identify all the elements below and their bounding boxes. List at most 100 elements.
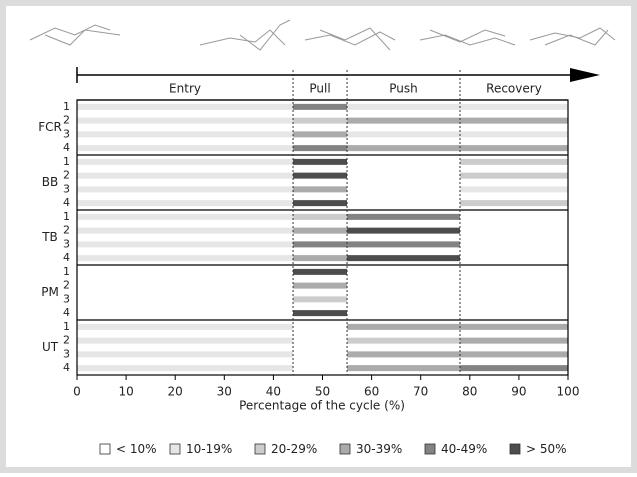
- activation-band: [347, 131, 460, 138]
- row-label: 4: [63, 196, 70, 209]
- activation-band: [77, 200, 294, 207]
- x-tick-label: 0: [73, 385, 81, 399]
- activation-band: [77, 172, 294, 179]
- x-tick-label: 20: [168, 385, 183, 399]
- x-tick-label: 70: [413, 385, 428, 399]
- row-label: 1: [63, 100, 70, 113]
- legend-label: 30-39%: [356, 442, 402, 456]
- figure: [304, 31, 396, 46]
- row-label: 1: [63, 155, 70, 168]
- activation-band: [347, 145, 460, 152]
- legend-label: < 10%: [116, 442, 157, 456]
- activation-band: [77, 296, 294, 303]
- activation-band: [459, 268, 568, 275]
- legend-swatch: [169, 443, 181, 455]
- x-axis-label: Percentage of the cycle (%): [239, 399, 405, 413]
- row-label: 1: [63, 320, 70, 333]
- activation-band: [347, 172, 460, 179]
- activation-band: [347, 117, 460, 124]
- activation-band: [77, 351, 294, 358]
- activation-band: [77, 213, 294, 220]
- activation-band: [293, 255, 348, 262]
- figure: [44, 29, 121, 46]
- activation-band: [347, 227, 460, 234]
- activation-band: [347, 351, 460, 358]
- x-tick-label: 40: [266, 385, 281, 399]
- activation-band: [293, 227, 348, 234]
- figure: [29, 24, 111, 41]
- activation-band: [347, 268, 460, 275]
- activation-band: [77, 145, 294, 152]
- activation-band: [347, 241, 460, 248]
- activation-band: [293, 213, 348, 220]
- activation-band: [347, 296, 460, 303]
- x-tick-label: 10: [118, 385, 133, 399]
- figure: [199, 29, 286, 46]
- activation-band: [293, 158, 348, 165]
- activation-band: [347, 365, 460, 372]
- row-label: 2: [63, 279, 70, 292]
- row-label: 4: [63, 251, 70, 264]
- activation-band: [293, 131, 348, 138]
- legend-swatch: [424, 443, 436, 455]
- legend-label: > 50%: [526, 442, 567, 456]
- activation-band: [459, 337, 568, 344]
- activation-band: [459, 282, 568, 289]
- activation-band: [459, 255, 568, 262]
- row-label: 2: [63, 169, 70, 182]
- row-label: 1: [63, 210, 70, 223]
- row-label: 3: [63, 237, 70, 250]
- figure: [529, 27, 616, 41]
- row-label: 1: [63, 265, 70, 278]
- activation-band: [293, 200, 348, 207]
- activation-band: [77, 337, 294, 344]
- activation-band: [459, 323, 568, 330]
- activation-band: [293, 365, 348, 372]
- activation-band: [77, 186, 294, 193]
- group-label: BB: [42, 175, 58, 189]
- activation-band: [293, 310, 348, 317]
- activation-band: [77, 158, 294, 165]
- activation-band: [347, 282, 460, 289]
- activation-band: [459, 296, 568, 303]
- activation-band: [459, 131, 568, 138]
- row-label: 3: [63, 347, 70, 360]
- activation-band: [293, 268, 348, 275]
- activation-band: [77, 323, 294, 330]
- activation-band: [459, 103, 568, 110]
- activation-band: [347, 323, 460, 330]
- figure: [419, 34, 516, 46]
- activation-band: [293, 337, 348, 344]
- activation-band: [347, 158, 460, 165]
- activation-band: [293, 323, 348, 330]
- x-tick-label: 80: [462, 385, 477, 399]
- activation-band: [293, 186, 348, 193]
- row-label: 4: [63, 361, 70, 374]
- row-label: 3: [63, 182, 70, 195]
- phase-label: Push: [389, 82, 418, 96]
- activation-band: [347, 186, 460, 193]
- activation-band: [293, 145, 348, 152]
- activation-band: [347, 103, 460, 110]
- group-label: UT: [42, 340, 59, 354]
- legend-swatch: [254, 443, 266, 455]
- activation-band: [347, 337, 460, 344]
- legend-swatch: [339, 443, 351, 455]
- legend-label: 40-49%: [441, 442, 487, 456]
- activation-band: [459, 172, 568, 179]
- legend-label: 20-29%: [271, 442, 317, 456]
- activation-band: [293, 282, 348, 289]
- activation-band: [347, 310, 460, 317]
- activation-band: [77, 117, 294, 124]
- phase-label: Recovery: [486, 82, 542, 96]
- activation-band: [77, 310, 294, 317]
- figure: [239, 19, 291, 51]
- activation-band: [459, 310, 568, 317]
- activation-band: [77, 255, 294, 262]
- activation-band: [77, 365, 294, 372]
- group-label: FCR: [38, 120, 62, 134]
- activation-band: [293, 172, 348, 179]
- activation-band: [77, 241, 294, 248]
- activation-band: [459, 158, 568, 165]
